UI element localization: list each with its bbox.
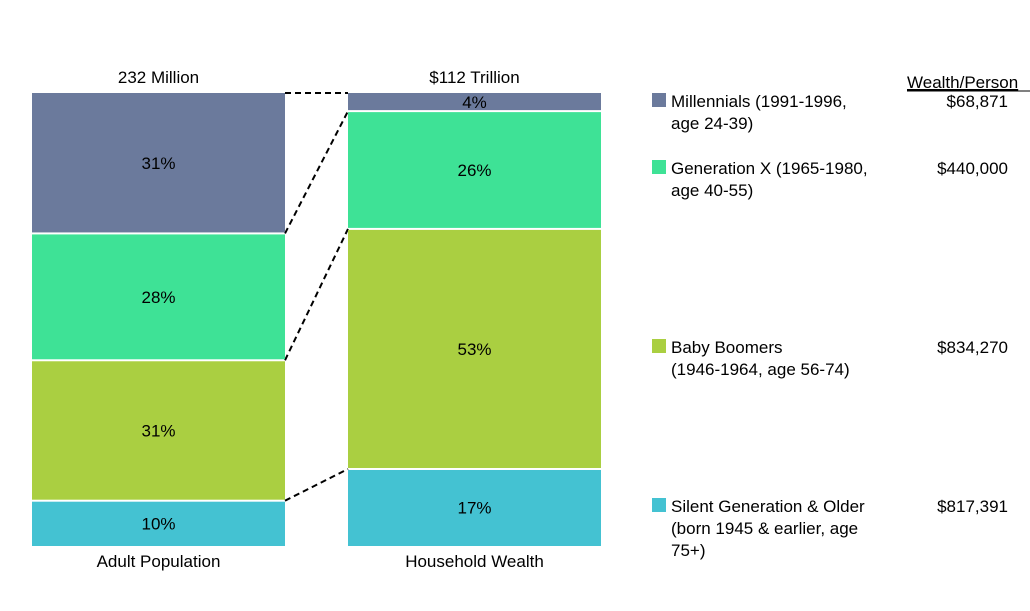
bar-segment-0-1 (32, 234, 285, 360)
connector-line-3 (284, 468, 349, 502)
wealth-per-person-value-1: $440,000 (937, 159, 1008, 178)
connector-line-1 (284, 110, 349, 234)
bar-segment-1-2 (348, 229, 601, 468)
category-label-1: Household Wealth (405, 552, 544, 571)
data-label-1-0: 4% (462, 93, 487, 112)
data-label-0-2: 31% (141, 421, 175, 440)
legend-label-3-1: (born 1945 & earlier, age (671, 519, 858, 538)
wealth-per-person-value-0: $68,871 (947, 92, 1008, 111)
bar-segment-1-0 (348, 93, 601, 111)
legend-label-3-2: 75+) (671, 541, 706, 560)
wealth-per-person-value-3: $817,391 (937, 497, 1008, 516)
data-label-1-2: 53% (457, 340, 491, 359)
data-label-1-1: 26% (457, 161, 491, 180)
data-label-0-1: 28% (141, 288, 175, 307)
legend-swatch-0 (652, 93, 666, 107)
legend-label-1-1: age 40-55) (671, 181, 753, 200)
bar-segment-0-2 (32, 361, 285, 500)
bar-total-label-0: 232 Million (118, 68, 199, 87)
legend-label-2-0: Baby Boomers (671, 338, 783, 357)
connector-line-2 (284, 228, 349, 361)
legend-label-0-0: Millennials (1991-1996, (671, 92, 847, 111)
bar-segment-0-0 (32, 93, 285, 233)
legend-label-0-1: age 24-39) (671, 114, 753, 133)
bar-segment-1-3 (348, 469, 601, 546)
data-label-1-3: 17% (457, 498, 491, 517)
legend-swatch-3 (652, 498, 666, 512)
legend-label-2-1: (1946-1964, age 56-74) (671, 360, 850, 379)
bar-total-label-1: $112 Trillion (429, 68, 519, 87)
legend-swatch-1 (652, 160, 666, 174)
legend: Wealth/Person Millennials (1991-1996, age … (652, 73, 1030, 560)
bar-segments (32, 93, 601, 546)
legend-label-1-0: Generation X (1965-1980, (671, 159, 868, 178)
bar-segment-0-3 (32, 501, 285, 546)
connector-lines (284, 92, 349, 502)
category-labels: 232 Million Adult Population $112 Trillion… (97, 68, 544, 571)
data-label-0-3: 10% (141, 514, 175, 533)
legend-swatch-2 (652, 339, 666, 353)
wealth-per-person-value-2: $834,270 (937, 338, 1008, 357)
bar-segment-1-1 (348, 112, 601, 228)
category-label-0: Adult Population (97, 552, 221, 571)
legend-label-3-0: Silent Generation & Older (671, 497, 865, 516)
data-label-0-0: 31% (141, 154, 175, 173)
wealth-per-person-header: Wealth/Person (907, 73, 1018, 92)
segment-labels: 31% 28% 31% 10% 4% 26% 53% 17% (141, 93, 491, 533)
